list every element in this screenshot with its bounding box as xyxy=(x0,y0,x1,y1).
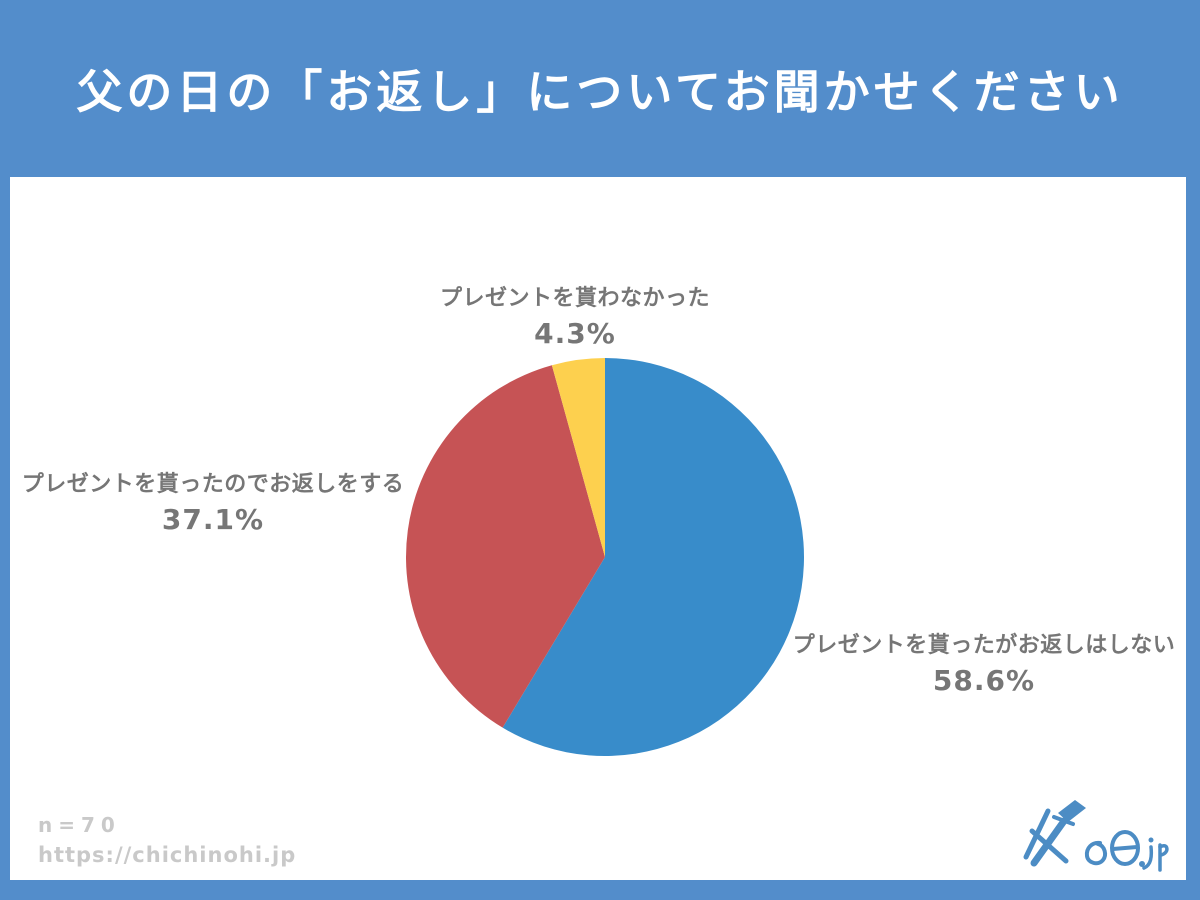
logo-p-stroke xyxy=(1158,844,1169,857)
footnote: n=70 https://chichinohi.jp xyxy=(38,812,296,872)
slice-label-percent: 58.6% xyxy=(932,664,1036,697)
pie-chart xyxy=(406,358,804,756)
logo-j-stroke xyxy=(1142,845,1154,870)
header-banner: 父の日の「お返し」についてお聞かせください xyxy=(0,0,1200,177)
logo-chichi-stroke xyxy=(1029,828,1069,864)
logo-hat-brim xyxy=(1052,815,1075,826)
page-title: 父の日の「お返し」についてお聞かせください xyxy=(76,64,1124,119)
pie-label-no-gift-received: プレゼントを貰わなかった 4.3% xyxy=(375,283,775,353)
logo-no-stroke xyxy=(1084,840,1108,866)
sample-size: n=70 xyxy=(38,813,121,837)
logo-chichi-stroke xyxy=(1030,817,1068,867)
logo-j-dot xyxy=(1148,837,1154,843)
chichinohi-logo xyxy=(1023,800,1169,872)
slice-label-text: プレゼントを貰ったがお返しはしない xyxy=(792,633,1176,658)
pie-slice xyxy=(502,358,804,756)
pie-label-gift-no-return: プレゼントを貰ったがお返しはしない 58.6% xyxy=(764,630,1200,700)
slice-label-percent: 4.3% xyxy=(534,317,616,350)
slice-label-text: プレゼントを貰ったのでお返しをする xyxy=(21,472,405,497)
pie-slice xyxy=(551,358,605,557)
slice-label-percent: 37.1% xyxy=(161,503,265,536)
logo-hi-stroke xyxy=(1111,845,1139,851)
pie-slice xyxy=(406,365,605,728)
pie-label-gift-with-return: プレゼントを貰ったのでお返しをする 37.1% xyxy=(10,469,416,539)
logo-hat-icon xyxy=(1058,800,1086,822)
slice-label-text: プレゼントを貰わなかった xyxy=(439,286,710,311)
source-url: https://chichinohi.jp xyxy=(38,843,297,867)
chart-panel: プレゼントを貰わなかった 4.3% プレゼントを貰ったのでお返しをする 37.1… xyxy=(10,177,1186,880)
logo-dot xyxy=(1139,861,1145,867)
